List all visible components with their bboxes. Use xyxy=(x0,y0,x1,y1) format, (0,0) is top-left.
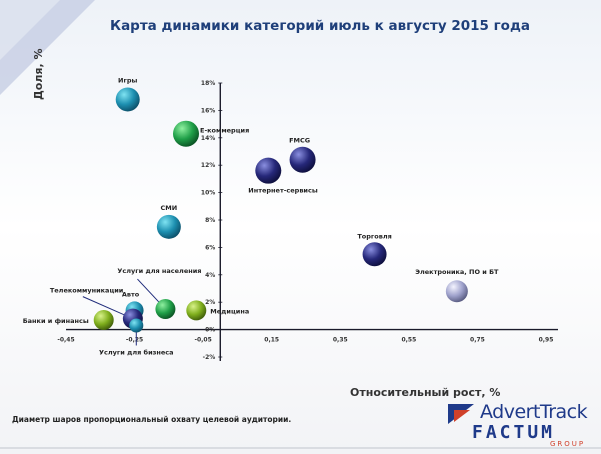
y-tick-label: -2% xyxy=(203,354,216,361)
bubble-point xyxy=(93,310,114,331)
bubble-label: E-коммерция xyxy=(200,127,249,135)
bubble-label: Авто xyxy=(122,290,140,298)
x-tick-label: 0,55 xyxy=(401,337,416,344)
y-tick-label: 2% xyxy=(205,299,215,306)
bubble-point xyxy=(155,299,176,320)
chart-labels: Игры E-коммерция FMCG Интернет-сервисы СМИ То… xyxy=(23,76,499,356)
y-tick-label: 18% xyxy=(201,80,215,87)
bubble-label: Медицина xyxy=(210,307,249,315)
bubble-point xyxy=(129,318,144,333)
chart-bubbles xyxy=(93,87,468,333)
y-tick-label: 16% xyxy=(201,107,215,114)
bubble-point xyxy=(445,280,468,303)
x-tick-label: 0,35 xyxy=(333,337,348,344)
x-tick-label: 0,95 xyxy=(539,337,554,344)
y-tick-label: 0% xyxy=(205,327,215,334)
bubble-label: Электроника, ПО и БТ xyxy=(415,268,499,276)
bubble-label: Банки и финансы xyxy=(23,317,89,325)
x-tick-label: 0,15 xyxy=(264,337,279,344)
advert-track-logo: AdvertTrack FACTUM GROUP xyxy=(440,400,590,450)
y-tick-label: 8% xyxy=(205,217,215,224)
y-tick-label: 6% xyxy=(205,244,215,251)
bubble-label: Услуги для бизнеса xyxy=(99,348,174,356)
x-tick-label: -0,05 xyxy=(194,337,211,344)
chart-title: Карта динамики категорий июль к августу … xyxy=(110,18,530,34)
bubble-point xyxy=(173,120,199,147)
x-tick-label: -0,45 xyxy=(57,337,74,344)
bubble-label: СМИ xyxy=(161,204,178,212)
y-tick-label: 4% xyxy=(205,272,215,279)
y-tick-label: 12% xyxy=(201,162,215,169)
bubble-label: Торговля xyxy=(357,232,391,240)
bubble-point xyxy=(289,146,316,173)
x-tick-label: -0,25 xyxy=(126,337,143,344)
y-tick-label: 10% xyxy=(201,190,215,197)
bubble-label: Игры xyxy=(118,76,137,84)
corner-triangle-small xyxy=(0,0,60,60)
bubble-label: Услуги для населения xyxy=(117,267,201,275)
bubble-label: FMCG xyxy=(289,137,310,145)
logo-text-group: GROUP xyxy=(550,440,586,448)
x-axis-label: Относительный рост, % xyxy=(350,386,501,399)
logo-text-primary: AdvertTrack xyxy=(480,401,588,423)
footnote: Диаметр шаров пропорциональный охвату це… xyxy=(12,415,292,424)
chart-axes xyxy=(66,83,558,361)
bubble-point xyxy=(115,87,140,112)
bubble-point xyxy=(255,157,282,184)
chart-ticks: -0,45 -0,25 -0,05 0,15 0,35 0,55 0,75 0,95 -2% 0%… xyxy=(57,80,553,361)
bubble-label: Телекоммуникации xyxy=(50,287,124,295)
bubble-label: Интернет-сервисы xyxy=(248,187,318,195)
bubble-point xyxy=(156,214,181,239)
y-tick-label: 14% xyxy=(201,135,215,142)
x-tick-label: 0,75 xyxy=(470,337,485,344)
bubble-point xyxy=(186,300,207,321)
logo-triangle-icon xyxy=(448,404,474,424)
logo-text-secondary: FACTUM xyxy=(472,422,556,443)
bubble-point xyxy=(362,242,387,267)
